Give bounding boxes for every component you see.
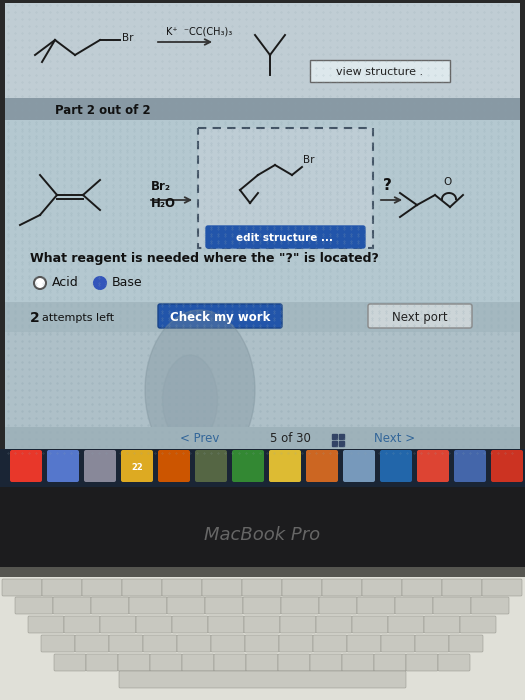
FancyBboxPatch shape	[86, 654, 118, 671]
FancyBboxPatch shape	[5, 427, 520, 449]
Text: edit structure ...: edit structure ...	[236, 233, 333, 243]
FancyBboxPatch shape	[41, 635, 75, 652]
Ellipse shape	[163, 355, 217, 445]
FancyBboxPatch shape	[417, 450, 449, 482]
Text: Br₂: Br₂	[151, 180, 171, 193]
FancyBboxPatch shape	[75, 635, 109, 652]
FancyBboxPatch shape	[91, 597, 129, 614]
FancyBboxPatch shape	[5, 302, 520, 332]
FancyBboxPatch shape	[342, 654, 374, 671]
FancyBboxPatch shape	[454, 450, 486, 482]
FancyBboxPatch shape	[205, 597, 243, 614]
FancyBboxPatch shape	[280, 616, 316, 633]
FancyBboxPatch shape	[415, 635, 449, 652]
FancyBboxPatch shape	[195, 450, 227, 482]
FancyBboxPatch shape	[82, 579, 122, 596]
FancyBboxPatch shape	[281, 597, 319, 614]
Text: Next >: Next >	[374, 433, 416, 445]
Text: 22: 22	[131, 463, 143, 472]
Bar	[332, 441, 337, 446]
FancyBboxPatch shape	[28, 616, 64, 633]
FancyBboxPatch shape	[306, 450, 338, 482]
FancyBboxPatch shape	[406, 654, 438, 671]
FancyBboxPatch shape	[42, 579, 82, 596]
FancyBboxPatch shape	[206, 226, 365, 248]
Text: H₂O: H₂O	[151, 197, 176, 210]
FancyBboxPatch shape	[269, 450, 301, 482]
FancyBboxPatch shape	[158, 304, 282, 328]
Bar	[339, 441, 344, 446]
FancyBboxPatch shape	[319, 597, 357, 614]
FancyBboxPatch shape	[150, 654, 182, 671]
FancyBboxPatch shape	[322, 579, 362, 596]
FancyBboxPatch shape	[246, 654, 278, 671]
FancyBboxPatch shape	[5, 3, 520, 463]
FancyBboxPatch shape	[10, 450, 42, 482]
FancyBboxPatch shape	[362, 579, 402, 596]
FancyBboxPatch shape	[214, 654, 246, 671]
FancyBboxPatch shape	[310, 654, 342, 671]
FancyBboxPatch shape	[316, 616, 352, 633]
Text: Part 2 out of 2: Part 2 out of 2	[55, 104, 151, 116]
FancyBboxPatch shape	[5, 3, 520, 98]
FancyBboxPatch shape	[243, 597, 281, 614]
FancyBboxPatch shape	[118, 654, 150, 671]
Text: Br: Br	[122, 33, 133, 43]
FancyBboxPatch shape	[177, 635, 211, 652]
Circle shape	[94, 277, 106, 289]
FancyBboxPatch shape	[343, 450, 375, 482]
FancyBboxPatch shape	[357, 597, 395, 614]
FancyBboxPatch shape	[242, 579, 282, 596]
FancyBboxPatch shape	[245, 635, 279, 652]
FancyBboxPatch shape	[0, 567, 525, 700]
Text: Br: Br	[303, 155, 314, 165]
FancyBboxPatch shape	[438, 654, 470, 671]
FancyBboxPatch shape	[109, 635, 143, 652]
FancyBboxPatch shape	[211, 635, 245, 652]
Text: ?: ?	[383, 178, 392, 193]
Text: Next port: Next port	[392, 311, 448, 323]
FancyBboxPatch shape	[368, 304, 472, 328]
FancyBboxPatch shape	[482, 579, 522, 596]
FancyBboxPatch shape	[244, 616, 280, 633]
Text: Check my work: Check my work	[170, 311, 270, 323]
Text: Base: Base	[112, 276, 143, 290]
FancyBboxPatch shape	[491, 450, 523, 482]
FancyBboxPatch shape	[47, 450, 79, 482]
FancyBboxPatch shape	[162, 579, 202, 596]
FancyBboxPatch shape	[278, 654, 310, 671]
FancyBboxPatch shape	[5, 332, 520, 427]
Bar	[339, 434, 344, 439]
FancyBboxPatch shape	[208, 616, 244, 633]
FancyBboxPatch shape	[198, 128, 373, 248]
FancyBboxPatch shape	[136, 616, 172, 633]
FancyBboxPatch shape	[182, 654, 214, 671]
Text: view structure .: view structure .	[337, 67, 424, 77]
FancyBboxPatch shape	[232, 450, 264, 482]
FancyBboxPatch shape	[402, 579, 442, 596]
FancyBboxPatch shape	[5, 98, 520, 120]
FancyBboxPatch shape	[0, 449, 525, 487]
FancyBboxPatch shape	[424, 616, 460, 633]
FancyBboxPatch shape	[0, 567, 525, 577]
Text: attempts left: attempts left	[42, 313, 114, 323]
Text: What reagent is needed where the "?" is located?: What reagent is needed where the "?" is …	[30, 252, 379, 265]
Text: < Prev: < Prev	[180, 433, 219, 445]
Text: 2: 2	[30, 311, 40, 325]
FancyBboxPatch shape	[122, 579, 162, 596]
FancyBboxPatch shape	[54, 654, 86, 671]
FancyBboxPatch shape	[2, 579, 42, 596]
FancyBboxPatch shape	[282, 579, 322, 596]
FancyBboxPatch shape	[84, 450, 116, 482]
FancyBboxPatch shape	[167, 597, 205, 614]
FancyBboxPatch shape	[352, 616, 388, 633]
FancyBboxPatch shape	[433, 597, 471, 614]
FancyBboxPatch shape	[380, 450, 412, 482]
FancyBboxPatch shape	[5, 120, 520, 335]
FancyBboxPatch shape	[388, 616, 424, 633]
Text: Acid: Acid	[52, 276, 79, 290]
FancyBboxPatch shape	[347, 635, 381, 652]
FancyBboxPatch shape	[129, 597, 167, 614]
Bar	[332, 434, 337, 439]
